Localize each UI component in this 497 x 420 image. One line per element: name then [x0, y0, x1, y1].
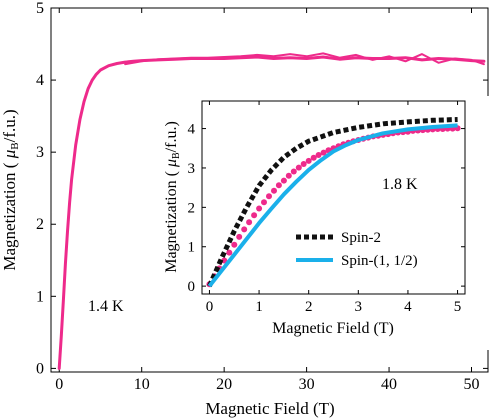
experiment-point	[251, 212, 258, 219]
experiment-point	[315, 152, 322, 158]
experiment-point	[285, 172, 292, 179]
experiment-point	[256, 205, 263, 212]
inset-y-axis-title-mu: μ	[163, 159, 180, 168]
experiment-point	[280, 177, 287, 184]
main-temperature-annotation: 1.4 K	[88, 298, 124, 315]
experiment-point	[295, 164, 302, 171]
experiment-point	[290, 168, 297, 175]
experiment-point	[231, 241, 238, 248]
inset-tick-labels: 0 1 2 3 4 5 0 1 2 3 4	[188, 122, 462, 315]
main-x-axis-title: Magnetic Field (T)	[205, 399, 334, 418]
magnetization-curve-down	[124, 52, 485, 66]
main-y-tick-label: 3	[36, 144, 44, 161]
experiment-point	[261, 199, 267, 206]
inset-x-axis-title: Magnetic Field (T)	[272, 320, 394, 337]
main-y-tick-label: 5	[36, 0, 44, 17]
inset-x-tick-label: 1	[255, 299, 263, 315]
inset-legend: Spin-2 Spin-(1, 1/2)	[296, 230, 418, 269]
inset-x-tick-label: 5	[454, 299, 462, 315]
main-ticks	[51, 7, 488, 372]
main-y-tick-label: 1	[36, 288, 44, 305]
legend-label-spin-2: Spin-2	[341, 230, 381, 246]
main-y-tick-label: 2	[36, 216, 44, 233]
inset-temperature-annotation: 1.8 K	[382, 176, 418, 193]
experiment-point	[266, 193, 272, 200]
experiment-point	[275, 182, 282, 189]
inset-series	[207, 117, 458, 288]
inset-chart: 0 1 2 3 4 5 0 1 2 3 4 1.8 K Spin-2 Spin-(1, 1/2) M…	[163, 96, 494, 350]
experiment-point	[310, 154, 317, 161]
experiment-point	[241, 226, 248, 233]
inset-y-axis-title: Magnetization ( μB/f.u.)	[163, 121, 182, 273]
main-y-tick-label: 4	[36, 72, 44, 89]
experiment-point	[300, 161, 307, 167]
inset-y-axis-title-prefix: Magnetization (	[163, 167, 180, 273]
experiment-point	[271, 187, 277, 194]
main-y-axis-title-mu: μ	[0, 150, 19, 160]
experiment-point	[320, 149, 327, 156]
experiment-point	[246, 219, 253, 226]
main-x-tick-label: 50	[464, 376, 480, 393]
experiment-point	[226, 249, 233, 256]
main-y-axis-title: Magnetization ( μB/f.u.)	[0, 109, 21, 270]
inset-y-tick-label: 0	[188, 279, 196, 295]
inset-y-tick-label: 2	[188, 200, 196, 216]
main-x-tick-label: 10	[134, 376, 150, 393]
spin-2-curve	[207, 117, 458, 288]
inset-background	[165, 96, 494, 350]
inset-y-axis-title-suffix: /f.u.)	[163, 121, 180, 152]
legend-label-spin-mixed: Spin-(1, 1/2)	[341, 253, 418, 269]
inset-x-tick-label: 4	[404, 299, 412, 315]
inset-y-tick-label: 1	[188, 240, 196, 256]
inset-x-tick-label: 3	[355, 299, 363, 315]
experiment-point	[221, 257, 228, 264]
experiment-point	[236, 233, 243, 240]
main-y-tick-label: 0	[36, 360, 44, 377]
main-x-tick-label: 20	[216, 376, 232, 393]
main-y-axis-title-suffix: /f.u.)	[0, 109, 19, 142]
spin-mixed-curve	[207, 123, 458, 288]
inset-y-tick-label: 3	[188, 161, 196, 177]
inset-plot-frame	[201, 100, 466, 295]
experiment-point	[305, 157, 312, 164]
main-x-tick-label: 0	[55, 376, 63, 393]
inset-x-tick-label: 0	[206, 299, 214, 315]
main-y-axis-title-sub: B	[9, 142, 21, 149]
main-x-tick-label: 40	[381, 376, 397, 393]
inset-x-tick-label: 2	[305, 299, 313, 315]
inset-y-axis-title-sub: B	[171, 152, 182, 159]
main-x-tick-label: 30	[299, 376, 315, 393]
main-series	[57, 52, 486, 370]
inset-y-tick-label: 4	[188, 122, 196, 138]
main-y-axis-title-prefix: Magnetization (	[0, 158, 19, 270]
inset-ticks	[202, 101, 465, 294]
